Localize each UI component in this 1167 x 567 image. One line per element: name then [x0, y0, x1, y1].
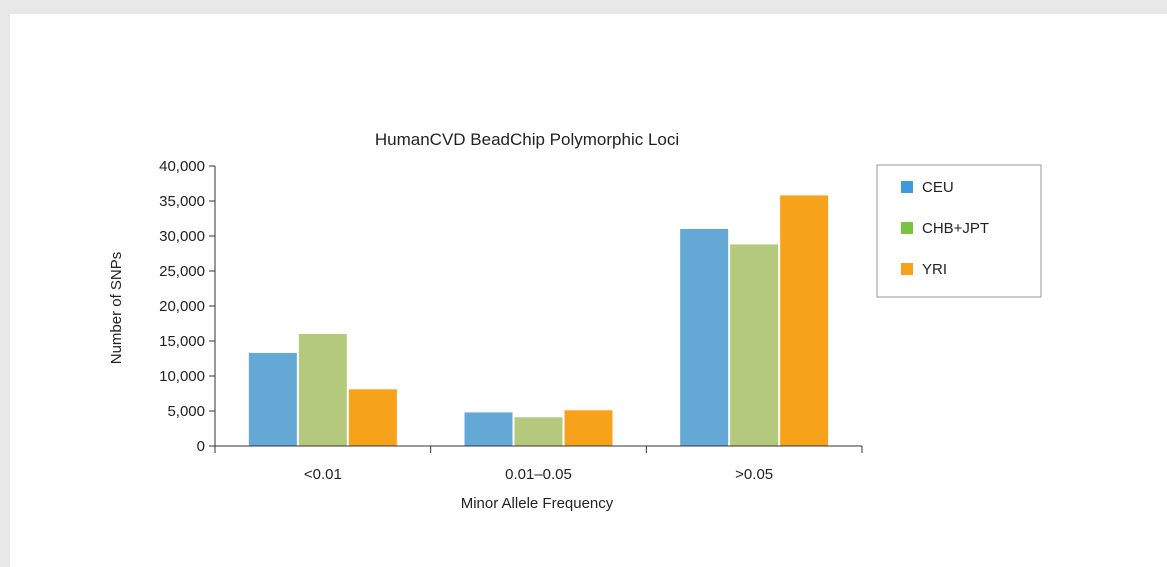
y-tick-label: 0: [197, 438, 205, 455]
chart-frame: HumanCVD BeadChip Polymorphic Loci 0 5,00…: [10, 14, 1167, 567]
legend: CEU CHB+JPT YRI: [876, 164, 1042, 298]
legend-swatch-chb-jpt: [901, 222, 913, 234]
bar-yri-0: [348, 389, 397, 446]
bar-ceu-1: [464, 412, 513, 446]
y-tick-label: 15,000: [159, 333, 205, 350]
bar-ceu-0: [248, 352, 297, 446]
legend-swatch-ceu: [901, 181, 913, 193]
y-tick-label: 20,000: [159, 298, 205, 315]
y-tick-labels: 0 5,000 10,000 15,000 20,000 25,000 30,000 35,0…: [159, 158, 205, 455]
legend-label-ceu: CEU: [922, 179, 954, 196]
x-tick-label: <0.01: [304, 466, 342, 483]
legend-label-yri: YRI: [922, 261, 947, 278]
bar-yri-1: [564, 410, 613, 446]
legend-label-chb-jpt: CHB+JPT: [922, 220, 989, 237]
bar-chb-jpt-2: [730, 244, 779, 446]
bar-ceu-2: [680, 229, 729, 446]
bar-chb-jpt-0: [298, 334, 347, 446]
x-tick-label: 0.01–0.05: [505, 466, 572, 483]
chart-title: HumanCVD BeadChip Polymorphic Loci: [375, 130, 679, 149]
axes-group: [209, 165, 863, 453]
bar-chart: HumanCVD BeadChip Polymorphic Loci 0 5,00…: [108, 130, 1042, 512]
y-tick-label: 30,000: [159, 228, 205, 245]
bars-group: [248, 195, 829, 446]
x-tick-label: >0.05: [735, 466, 773, 483]
y-tick-label: 5,000: [167, 403, 205, 420]
y-tick-label: 35,000: [159, 193, 205, 210]
y-tick-label: 40,000: [159, 158, 205, 175]
y-axis-label: Number of SNPs: [108, 252, 125, 365]
y-tick-label: 25,000: [159, 263, 205, 280]
legend-swatch-yri: [901, 263, 913, 275]
bar-chb-jpt-1: [514, 417, 563, 446]
bar-yri-2: [780, 195, 829, 446]
x-axis-label: Minor Allele Frequency: [461, 495, 614, 512]
x-tick-labels: <0.01 0.01–0.05 >0.05: [304, 466, 773, 483]
y-tick-label: 10,000: [159, 368, 205, 385]
